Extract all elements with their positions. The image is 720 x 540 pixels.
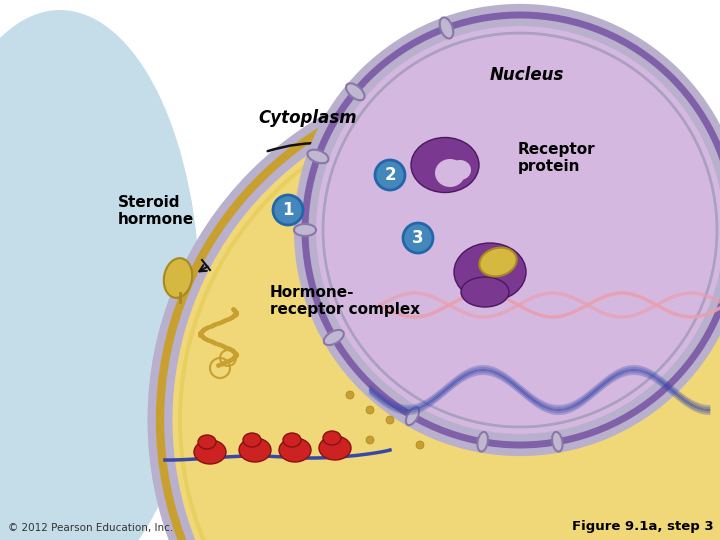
Text: Cytoplasm: Cytoplasm xyxy=(258,109,356,127)
Circle shape xyxy=(273,195,303,225)
Ellipse shape xyxy=(324,330,343,345)
Circle shape xyxy=(346,391,354,399)
Circle shape xyxy=(366,436,374,444)
Ellipse shape xyxy=(283,433,301,447)
Ellipse shape xyxy=(552,432,562,451)
Circle shape xyxy=(375,160,405,190)
Ellipse shape xyxy=(239,438,271,462)
Ellipse shape xyxy=(406,407,419,425)
Ellipse shape xyxy=(480,248,517,276)
Ellipse shape xyxy=(449,160,471,180)
Circle shape xyxy=(366,406,374,414)
Ellipse shape xyxy=(480,252,510,276)
Circle shape xyxy=(403,223,433,253)
Ellipse shape xyxy=(319,436,351,460)
Ellipse shape xyxy=(198,435,216,449)
Ellipse shape xyxy=(411,138,479,192)
Ellipse shape xyxy=(477,432,488,451)
Text: Figure 9.1a, step 3: Figure 9.1a, step 3 xyxy=(572,520,714,533)
Text: Steroid
hormone: Steroid hormone xyxy=(118,195,194,227)
Text: 2: 2 xyxy=(384,166,396,184)
Ellipse shape xyxy=(194,440,226,464)
Circle shape xyxy=(305,15,720,445)
Ellipse shape xyxy=(440,17,454,38)
Ellipse shape xyxy=(435,159,465,187)
Ellipse shape xyxy=(0,10,200,540)
Ellipse shape xyxy=(454,243,526,301)
Ellipse shape xyxy=(307,150,328,163)
Ellipse shape xyxy=(243,433,261,447)
Ellipse shape xyxy=(323,431,341,445)
Text: Hormone-
receptor complex: Hormone- receptor complex xyxy=(270,285,420,318)
Ellipse shape xyxy=(346,83,364,100)
Text: Nucleus: Nucleus xyxy=(490,66,564,84)
Text: 3: 3 xyxy=(412,229,424,247)
Circle shape xyxy=(416,441,424,449)
Text: 1: 1 xyxy=(282,201,294,219)
Circle shape xyxy=(160,80,720,540)
Ellipse shape xyxy=(163,258,192,298)
Text: © 2012 Pearson Education, Inc.: © 2012 Pearson Education, Inc. xyxy=(8,523,174,533)
Ellipse shape xyxy=(294,224,316,236)
Circle shape xyxy=(386,416,394,424)
Text: Receptor
protein: Receptor protein xyxy=(518,142,595,174)
Ellipse shape xyxy=(279,438,311,462)
Ellipse shape xyxy=(461,277,509,307)
